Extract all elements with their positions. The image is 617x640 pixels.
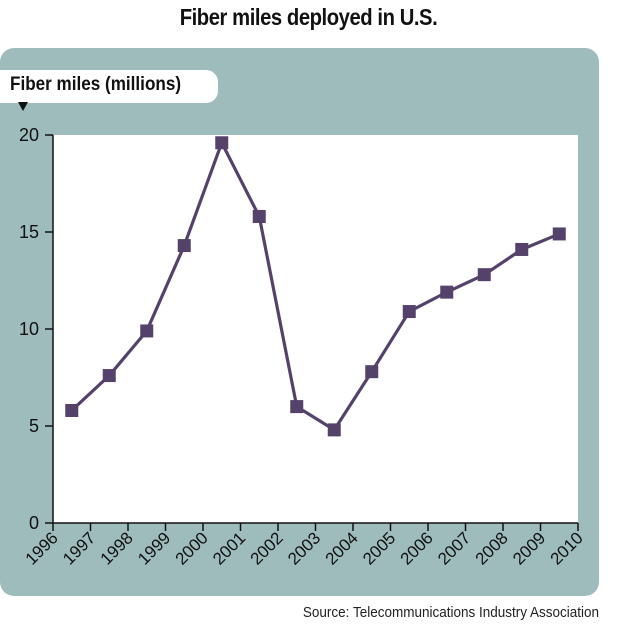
y-tick-label: 20	[19, 125, 39, 145]
x-tick-label: 2002	[247, 528, 287, 568]
data-point	[477, 268, 491, 282]
x-tick-label: 1999	[134, 528, 174, 568]
y-axis-label-tab	[0, 70, 218, 103]
data-point	[140, 324, 154, 338]
source-note: Source: Telecommunications Industry Asso…	[302, 604, 599, 621]
plot-area	[53, 135, 578, 523]
y-tick-label: 0	[29, 513, 39, 533]
x-tick-label: 2010	[547, 528, 587, 568]
data-point	[402, 305, 416, 319]
data-point	[365, 365, 379, 379]
data-point	[102, 369, 116, 383]
y-axis-label: Fiber miles (millions)	[10, 74, 182, 95]
y-axis-label-arrow	[18, 102, 28, 111]
data-point	[552, 227, 566, 241]
y-tick-label: 10	[19, 319, 39, 339]
y-tick-label: 15	[19, 222, 39, 242]
x-tick-label: 1998	[97, 528, 137, 568]
data-point	[440, 285, 454, 299]
data-point	[290, 400, 304, 414]
x-tick-label: 2000	[172, 528, 212, 568]
x-tick-label: 2006	[397, 528, 437, 568]
line-chart: 0 5 10 15 20 19961997199819992000200120022003…	[19, 125, 587, 569]
x-tick-label: 2003	[284, 528, 324, 568]
x-tick-label: 2005	[359, 528, 399, 568]
data-point	[327, 423, 341, 437]
data-point	[65, 403, 79, 417]
x-tick-label: 2001	[209, 528, 249, 568]
x-tick-label: 1997	[59, 528, 99, 568]
data-point	[515, 242, 529, 256]
x-tick-label: 2008	[472, 528, 512, 568]
y-tick-label: 5	[29, 416, 39, 436]
data-point	[215, 136, 229, 150]
x-tick-label: 2007	[434, 528, 474, 568]
chart-title: Fiber miles deployed in U.S.	[179, 4, 438, 30]
x-tick-label: 2004	[322, 528, 362, 568]
data-point	[177, 239, 191, 253]
x-tick-label: 2009	[509, 528, 549, 568]
x-tick-label: 1996	[22, 528, 62, 568]
data-point	[252, 209, 266, 223]
